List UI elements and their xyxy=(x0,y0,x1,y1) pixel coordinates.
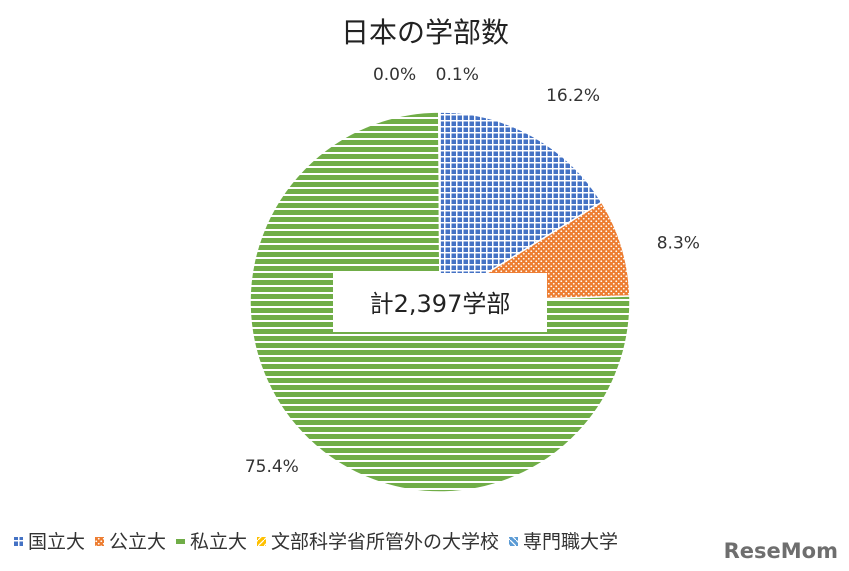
slice-5 xyxy=(438,111,441,303)
legend-swatch-3 xyxy=(176,537,185,546)
chart-title: 日本の学部数 xyxy=(341,16,509,49)
slice-label-5: 0.1% xyxy=(436,65,479,85)
slice-label-4: 0.0% xyxy=(373,65,416,85)
slice-1 xyxy=(439,111,603,304)
legend-swatch-2 xyxy=(95,537,104,546)
slice-labels: 16.2% 8.3% 75.4% 0.0% 0.1% xyxy=(245,65,700,477)
slice-label-1: 16.2% xyxy=(546,86,600,106)
slice-label-3: 75.4% xyxy=(245,457,299,477)
legend-label-4: 文部科学省所管外の大学校 xyxy=(271,531,499,553)
legend-swatch-4 xyxy=(257,537,266,546)
total-callout: 計2,397学部 xyxy=(333,273,547,332)
legend-label-5: 専門職大学 xyxy=(523,531,618,553)
legend-label-1: 国立大 xyxy=(28,531,85,553)
legend-swatch-1 xyxy=(14,537,23,546)
legend: 国立大 公立大 私立大 文部科学省所管外の大学校 専門職大学 xyxy=(14,531,618,553)
watermark-logo: ReseMom xyxy=(724,539,838,563)
total-callout-box xyxy=(333,273,547,332)
legend-label-3: 私立大 xyxy=(190,531,247,553)
total-label: 計2,397学部 xyxy=(370,290,511,318)
legend-swatch-5 xyxy=(509,537,518,546)
slice-label-2: 8.3% xyxy=(657,233,700,253)
legend-label-2: 公立大 xyxy=(109,531,166,553)
